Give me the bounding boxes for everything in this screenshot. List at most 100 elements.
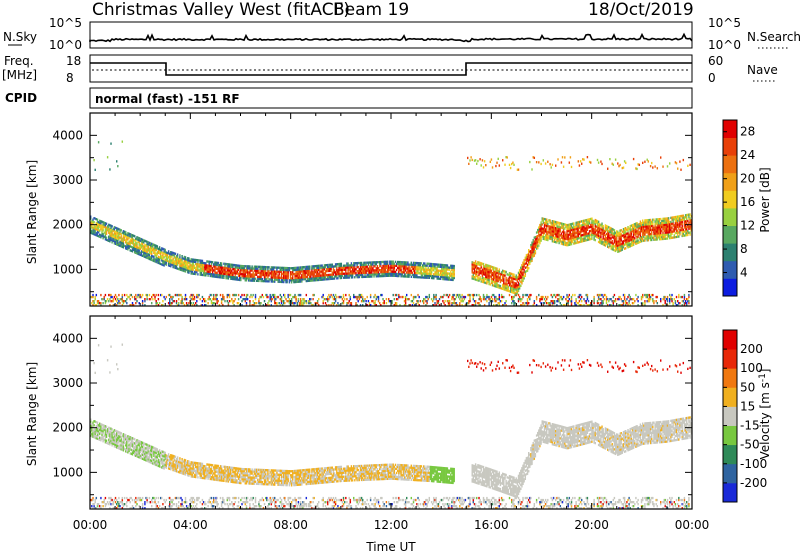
power-cell xyxy=(175,300,178,303)
power-cell xyxy=(311,279,313,282)
power-cell xyxy=(128,244,130,248)
power-cell xyxy=(321,295,323,299)
power-cell xyxy=(567,304,569,306)
power-cell xyxy=(588,226,591,229)
power-cell xyxy=(311,277,313,280)
power-cell xyxy=(481,272,484,275)
power-cell xyxy=(669,298,671,301)
power-cell xyxy=(621,242,624,245)
power-cell xyxy=(384,264,387,268)
power-cell xyxy=(408,275,410,278)
power-cell xyxy=(664,219,666,222)
power-cell xyxy=(245,265,248,268)
power-cell xyxy=(630,242,633,245)
power-cell xyxy=(583,221,585,224)
power-cell xyxy=(206,268,208,271)
power-cell xyxy=(628,233,630,236)
power-cell xyxy=(368,273,371,276)
power-cell xyxy=(219,268,222,271)
power-cell xyxy=(502,269,504,272)
power-cell xyxy=(443,274,445,277)
power-cell xyxy=(574,228,576,231)
power-cell xyxy=(537,241,539,244)
power-cell xyxy=(96,228,99,231)
power-cell xyxy=(315,275,318,278)
power-cell xyxy=(451,302,453,305)
power-cell xyxy=(297,274,300,277)
power-cell xyxy=(459,302,461,305)
power-cell xyxy=(106,156,109,159)
power-cell xyxy=(217,263,219,267)
power-cell xyxy=(544,228,547,231)
power-cell xyxy=(595,221,598,224)
power-cell xyxy=(612,246,615,249)
power-cell xyxy=(411,263,414,267)
power-cell xyxy=(397,260,399,264)
power-cell xyxy=(208,262,210,265)
power-cell xyxy=(568,231,571,234)
power-cell xyxy=(237,298,240,301)
power-cell xyxy=(385,262,388,266)
power-cell xyxy=(477,279,479,282)
power-cell xyxy=(448,304,451,306)
power-cell xyxy=(528,267,530,270)
power-cell xyxy=(270,300,273,303)
power-cell xyxy=(623,227,626,230)
power-cell xyxy=(504,286,506,289)
power-cell xyxy=(231,277,233,281)
power-cell xyxy=(400,271,402,274)
power-cell xyxy=(146,252,148,256)
power-cell xyxy=(362,269,364,273)
power-cell xyxy=(469,295,471,299)
power-cell xyxy=(97,229,100,232)
power-cell xyxy=(385,298,388,301)
power-cell xyxy=(284,270,286,274)
power-cell xyxy=(514,278,516,281)
power-cell xyxy=(525,262,528,265)
power-cell xyxy=(169,254,171,257)
power-cell xyxy=(307,279,310,283)
power-cell xyxy=(388,268,390,271)
power-cell xyxy=(188,269,190,272)
power-cell xyxy=(219,262,222,265)
power-cell xyxy=(204,266,206,269)
power-cell xyxy=(546,238,548,241)
power-cell xyxy=(357,274,359,277)
power-cell xyxy=(136,238,138,241)
power-cell xyxy=(146,293,148,297)
power-cell xyxy=(424,274,426,277)
power-cell xyxy=(493,280,495,283)
power-cell xyxy=(502,159,504,162)
power-cell xyxy=(600,160,602,163)
power-cell xyxy=(588,234,591,237)
power-cell xyxy=(526,293,529,297)
power-cell xyxy=(283,278,285,282)
power-cell xyxy=(529,262,531,265)
power-cell xyxy=(665,219,668,222)
power-cell xyxy=(236,278,239,281)
power-cell xyxy=(508,278,511,281)
power-cell xyxy=(476,278,478,282)
power-cell xyxy=(274,302,276,305)
power-cell xyxy=(269,293,271,297)
power-cell xyxy=(309,271,311,274)
power-cell xyxy=(353,293,355,297)
power-cell xyxy=(576,241,578,244)
power-cell xyxy=(626,238,628,241)
power-cell xyxy=(109,228,111,231)
power-cell xyxy=(389,268,391,271)
power-cell xyxy=(271,274,274,277)
power-cell xyxy=(468,300,470,303)
power-cell xyxy=(447,302,450,305)
power-cell xyxy=(664,229,666,232)
power-cell xyxy=(666,217,669,220)
power-cell xyxy=(340,272,343,276)
power-cell xyxy=(296,276,299,280)
power-cell xyxy=(658,220,661,223)
power-cell xyxy=(263,278,266,281)
power-cell xyxy=(635,230,637,233)
power-cell xyxy=(210,293,213,297)
power-cell xyxy=(327,263,329,267)
power-cell xyxy=(638,227,641,230)
power-cell xyxy=(517,275,520,279)
